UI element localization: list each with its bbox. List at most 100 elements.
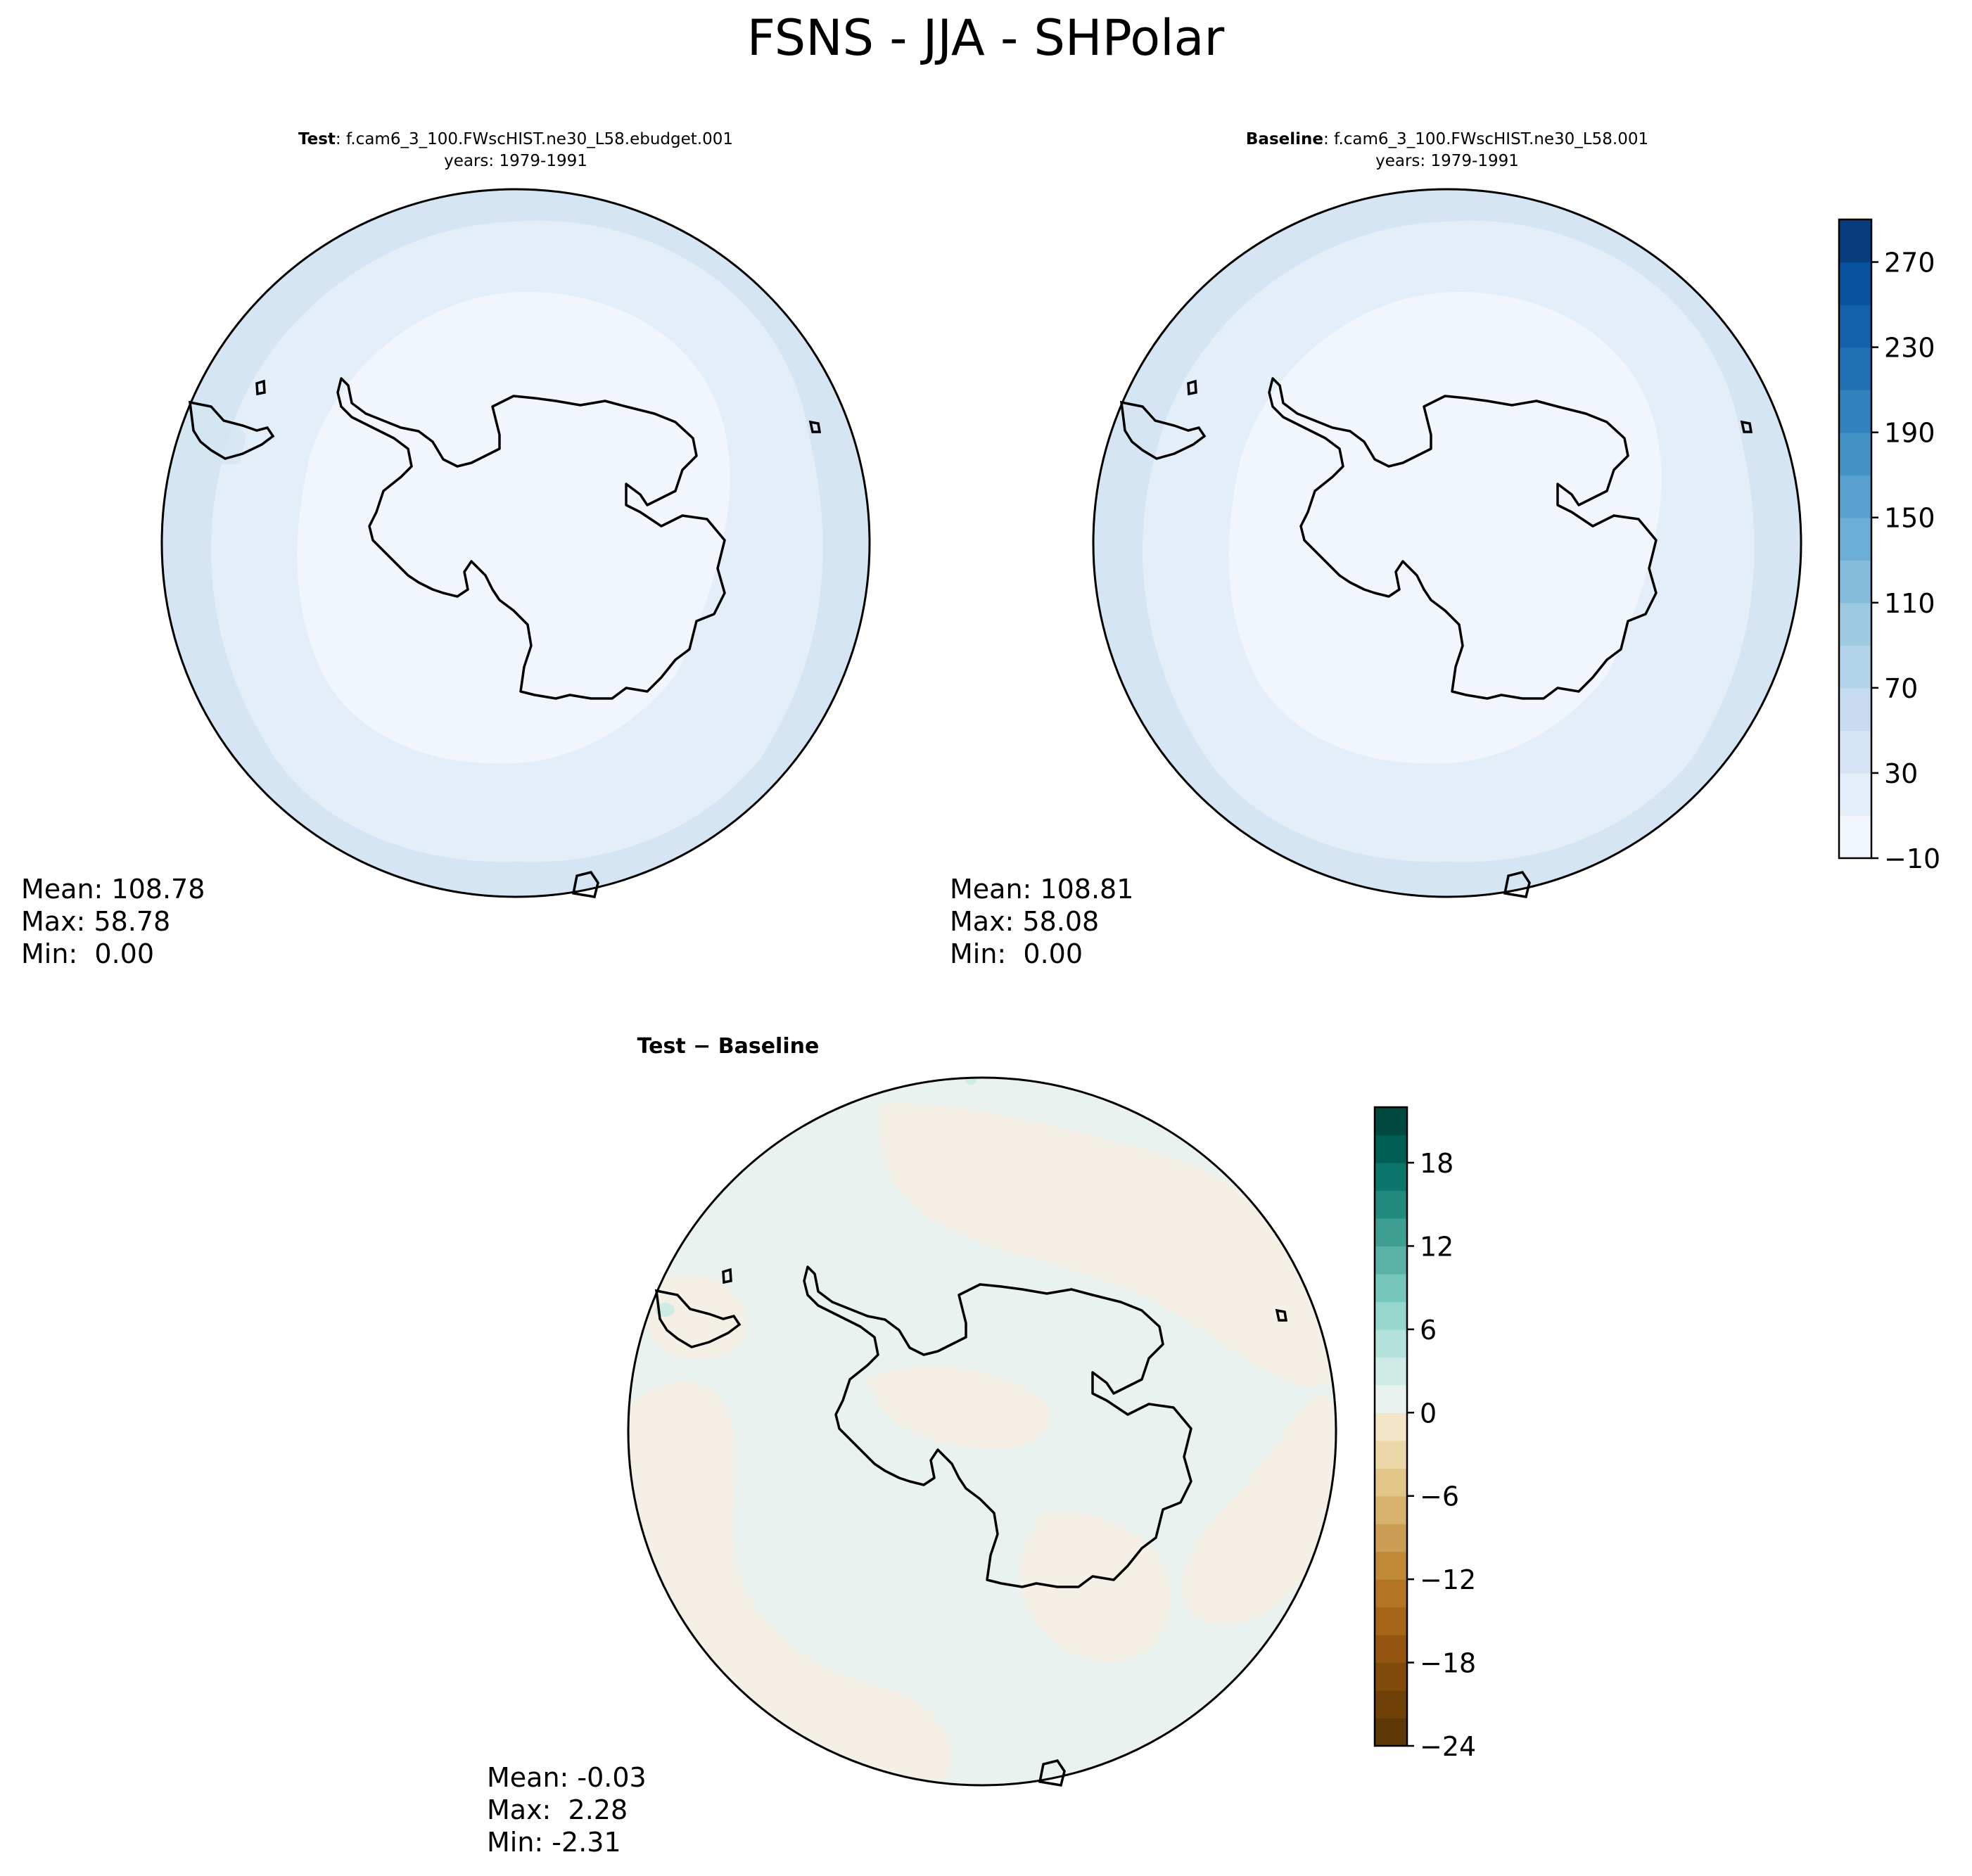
panel-test: Test: f.cam6_3_100.FWscHIST.ne30_L58.ebu… — [21, 130, 871, 969]
map-diff-cream-region-1 — [878, 1103, 1336, 1387]
map-diff-cream-region-6 — [644, 1275, 747, 1360]
colorbar-diff-segment — [1375, 1579, 1407, 1608]
panel-test-title-rest: : f.cam6_3_100.FWscHIST.ne30_L58.ebudget… — [336, 130, 733, 148]
stats-test-min: Min: 0.00 — [21, 938, 154, 969]
colorbar-main-tick-label: −10 — [1884, 843, 1940, 874]
stats-diff: Mean: -0.03 Max: 2.28 Min: -2.31 — [487, 1762, 647, 1858]
colorbar-diff-segment — [1375, 1190, 1407, 1219]
colorbar-main-segment — [1839, 390, 1871, 433]
coast-fragments-baseline — [1119, 379, 1753, 898]
map-diff-cream-region-5 — [1019, 1511, 1171, 1663]
colorbar-main-segment — [1839, 645, 1871, 689]
colorbar-main-segment — [1839, 432, 1871, 476]
map-band-inner — [1228, 291, 1662, 764]
map-band-inner — [297, 291, 730, 764]
colorbar-main-segment — [1839, 305, 1871, 348]
colorbar-diff-segment — [1375, 1495, 1407, 1524]
panel-baseline: Baseline: f.cam6_3_100.FWscHIST.ne30_L58… — [950, 130, 1802, 969]
colorbar-diff-tick-label: −24 — [1420, 1731, 1476, 1762]
stats-diff-min: Min: -2.31 — [487, 1827, 621, 1858]
colorbar-diff-segment — [1375, 1551, 1407, 1580]
colorbar-diff-segment — [1375, 1412, 1407, 1441]
panel-test-years: years: 1979-1991 — [444, 152, 587, 170]
colorbar-diff-tick-label: −18 — [1420, 1648, 1476, 1679]
colorbar-main-segment — [1839, 219, 1871, 263]
stats-baseline-mean: Mean: 108.81 — [950, 874, 1133, 905]
panel-baseline-title-rest: : f.cam6_3_100.FWscHIST.ne30_L58.001 — [1323, 130, 1648, 148]
colorbar-diff-frame — [1373, 1106, 1408, 1747]
polar-map-test — [162, 189, 870, 897]
colorbar-diff-segment — [1375, 1135, 1407, 1163]
panel-test-title: Test: f.cam6_3_100.FWscHIST.ne30_L58.ebu… — [298, 130, 733, 148]
colorbar-main-segment — [1839, 262, 1871, 305]
stats-test-mean: Mean: 108.78 — [21, 874, 205, 905]
colorbar-diff-segment — [1375, 1162, 1407, 1192]
stats-baseline-min: Min: 0.00 — [950, 938, 1083, 969]
colorbar-diff-segment — [1375, 1107, 1407, 1136]
colorbar-main-tick-label: 110 — [1884, 588, 1935, 619]
coast-fragments-test — [188, 379, 822, 898]
colorbar-diff-segment — [1375, 1273, 1407, 1302]
colorbar-diff-segment — [1375, 1218, 1407, 1246]
colorbar-diff-segment — [1375, 1690, 1407, 1719]
colorbar-diff-tick-label: 12 — [1420, 1231, 1453, 1262]
panel-diff: Test − Baseline Mean: -0.03 Max: 2.28 Mi… — [487, 1034, 1337, 1858]
map-boundary-baseline — [1092, 188, 1802, 898]
colorbar-diff-segment — [1375, 1718, 1407, 1747]
colorbar-main-tick-label: 70 — [1884, 673, 1918, 704]
colorbar-main-tick-label: 230 — [1884, 333, 1935, 364]
colorbar-diff-segment — [1375, 1301, 1407, 1330]
stats-test-max: Max: 58.78 — [21, 906, 170, 937]
colorbar-main-segment — [1839, 772, 1871, 817]
colorbar-diff-tick-label: −12 — [1420, 1564, 1476, 1595]
panel-diff-title: Test − Baseline — [637, 1034, 820, 1059]
panel-baseline-title-bold: Baseline — [1246, 130, 1323, 148]
colorbar-main-tick-label: 190 — [1884, 418, 1935, 449]
colorbar-diff-tick-label: 0 — [1420, 1398, 1437, 1429]
colorbar-diff-segment — [1375, 1635, 1407, 1664]
colorbar-diff-segment — [1375, 1246, 1407, 1275]
colorbar-main-frame — [1838, 218, 1873, 860]
colorbar-diff-tick-label: 18 — [1420, 1148, 1453, 1179]
colorbar-main-tick-label: 270 — [1884, 248, 1935, 279]
colorbar-diff-segment — [1375, 1329, 1407, 1358]
colorbar-main-segment — [1839, 730, 1871, 774]
colorbar-diff-segment — [1375, 1440, 1407, 1469]
stats-baseline-max: Max: 58.08 — [950, 906, 1099, 937]
colorbar-main: −10 30 70 110 150 190 230 270 — [1838, 218, 1940, 874]
panel-baseline-title: Baseline: f.cam6_3_100.FWscHIST.ne30_L58… — [1246, 130, 1648, 148]
colorbar-diff-segment — [1375, 1384, 1407, 1413]
colorbar-diff-tick-label: 6 — [1420, 1315, 1437, 1346]
polar-map-diff — [628, 1078, 1336, 1785]
map-boundary-test — [160, 188, 871, 898]
colorbar-diff: −24 −18 −12 −6 0 6 12 18 — [1373, 1106, 1476, 1762]
colorbar-main-tick-label: 30 — [1884, 758, 1918, 789]
map-diff-cream-region-2 — [1181, 1393, 1336, 1625]
colorbar-main-segment — [1839, 560, 1871, 604]
colorbar-main-segment — [1839, 602, 1871, 646]
map-boundary-diff — [627, 1076, 1337, 1787]
colorbar-main-segment — [1839, 687, 1871, 731]
colorbar-main-tick-label: 150 — [1884, 503, 1935, 534]
map-diff-cream-region-4 — [865, 1366, 1050, 1449]
colorbar-diff-segment — [1375, 1662, 1407, 1691]
colorbar-main-segment — [1839, 347, 1871, 390]
stats-diff-mean: Mean: -0.03 — [487, 1762, 647, 1793]
polar-map-baseline — [1093, 189, 1801, 897]
colorbar-main-segment — [1839, 517, 1871, 561]
colorbar-diff-segment — [1375, 1468, 1407, 1497]
colorbar-main-segment — [1839, 815, 1871, 859]
colorbar-main-segment — [1839, 475, 1871, 518]
panel-test-title-bold: Test — [298, 130, 336, 148]
stats-test: Mean: 108.78 Max: 58.78 Min: 0.00 — [21, 874, 205, 969]
colorbar-diff-tick-label: −6 — [1420, 1481, 1459, 1512]
panel-baseline-years: years: 1979-1991 — [1375, 152, 1519, 170]
colorbar-diff-segment — [1375, 1524, 1407, 1552]
coast-fragments-diff — [654, 1268, 1288, 1787]
figure-title: FSNS - JJA - SHPolar — [747, 9, 1225, 67]
colorbar-diff-segment — [1375, 1357, 1407, 1386]
colorbar-diff-segment — [1375, 1607, 1407, 1635]
stats-diff-max: Max: 2.28 — [487, 1794, 628, 1825]
stats-baseline: Mean: 108.81 Max: 58.08 Min: 0.00 — [950, 874, 1133, 969]
